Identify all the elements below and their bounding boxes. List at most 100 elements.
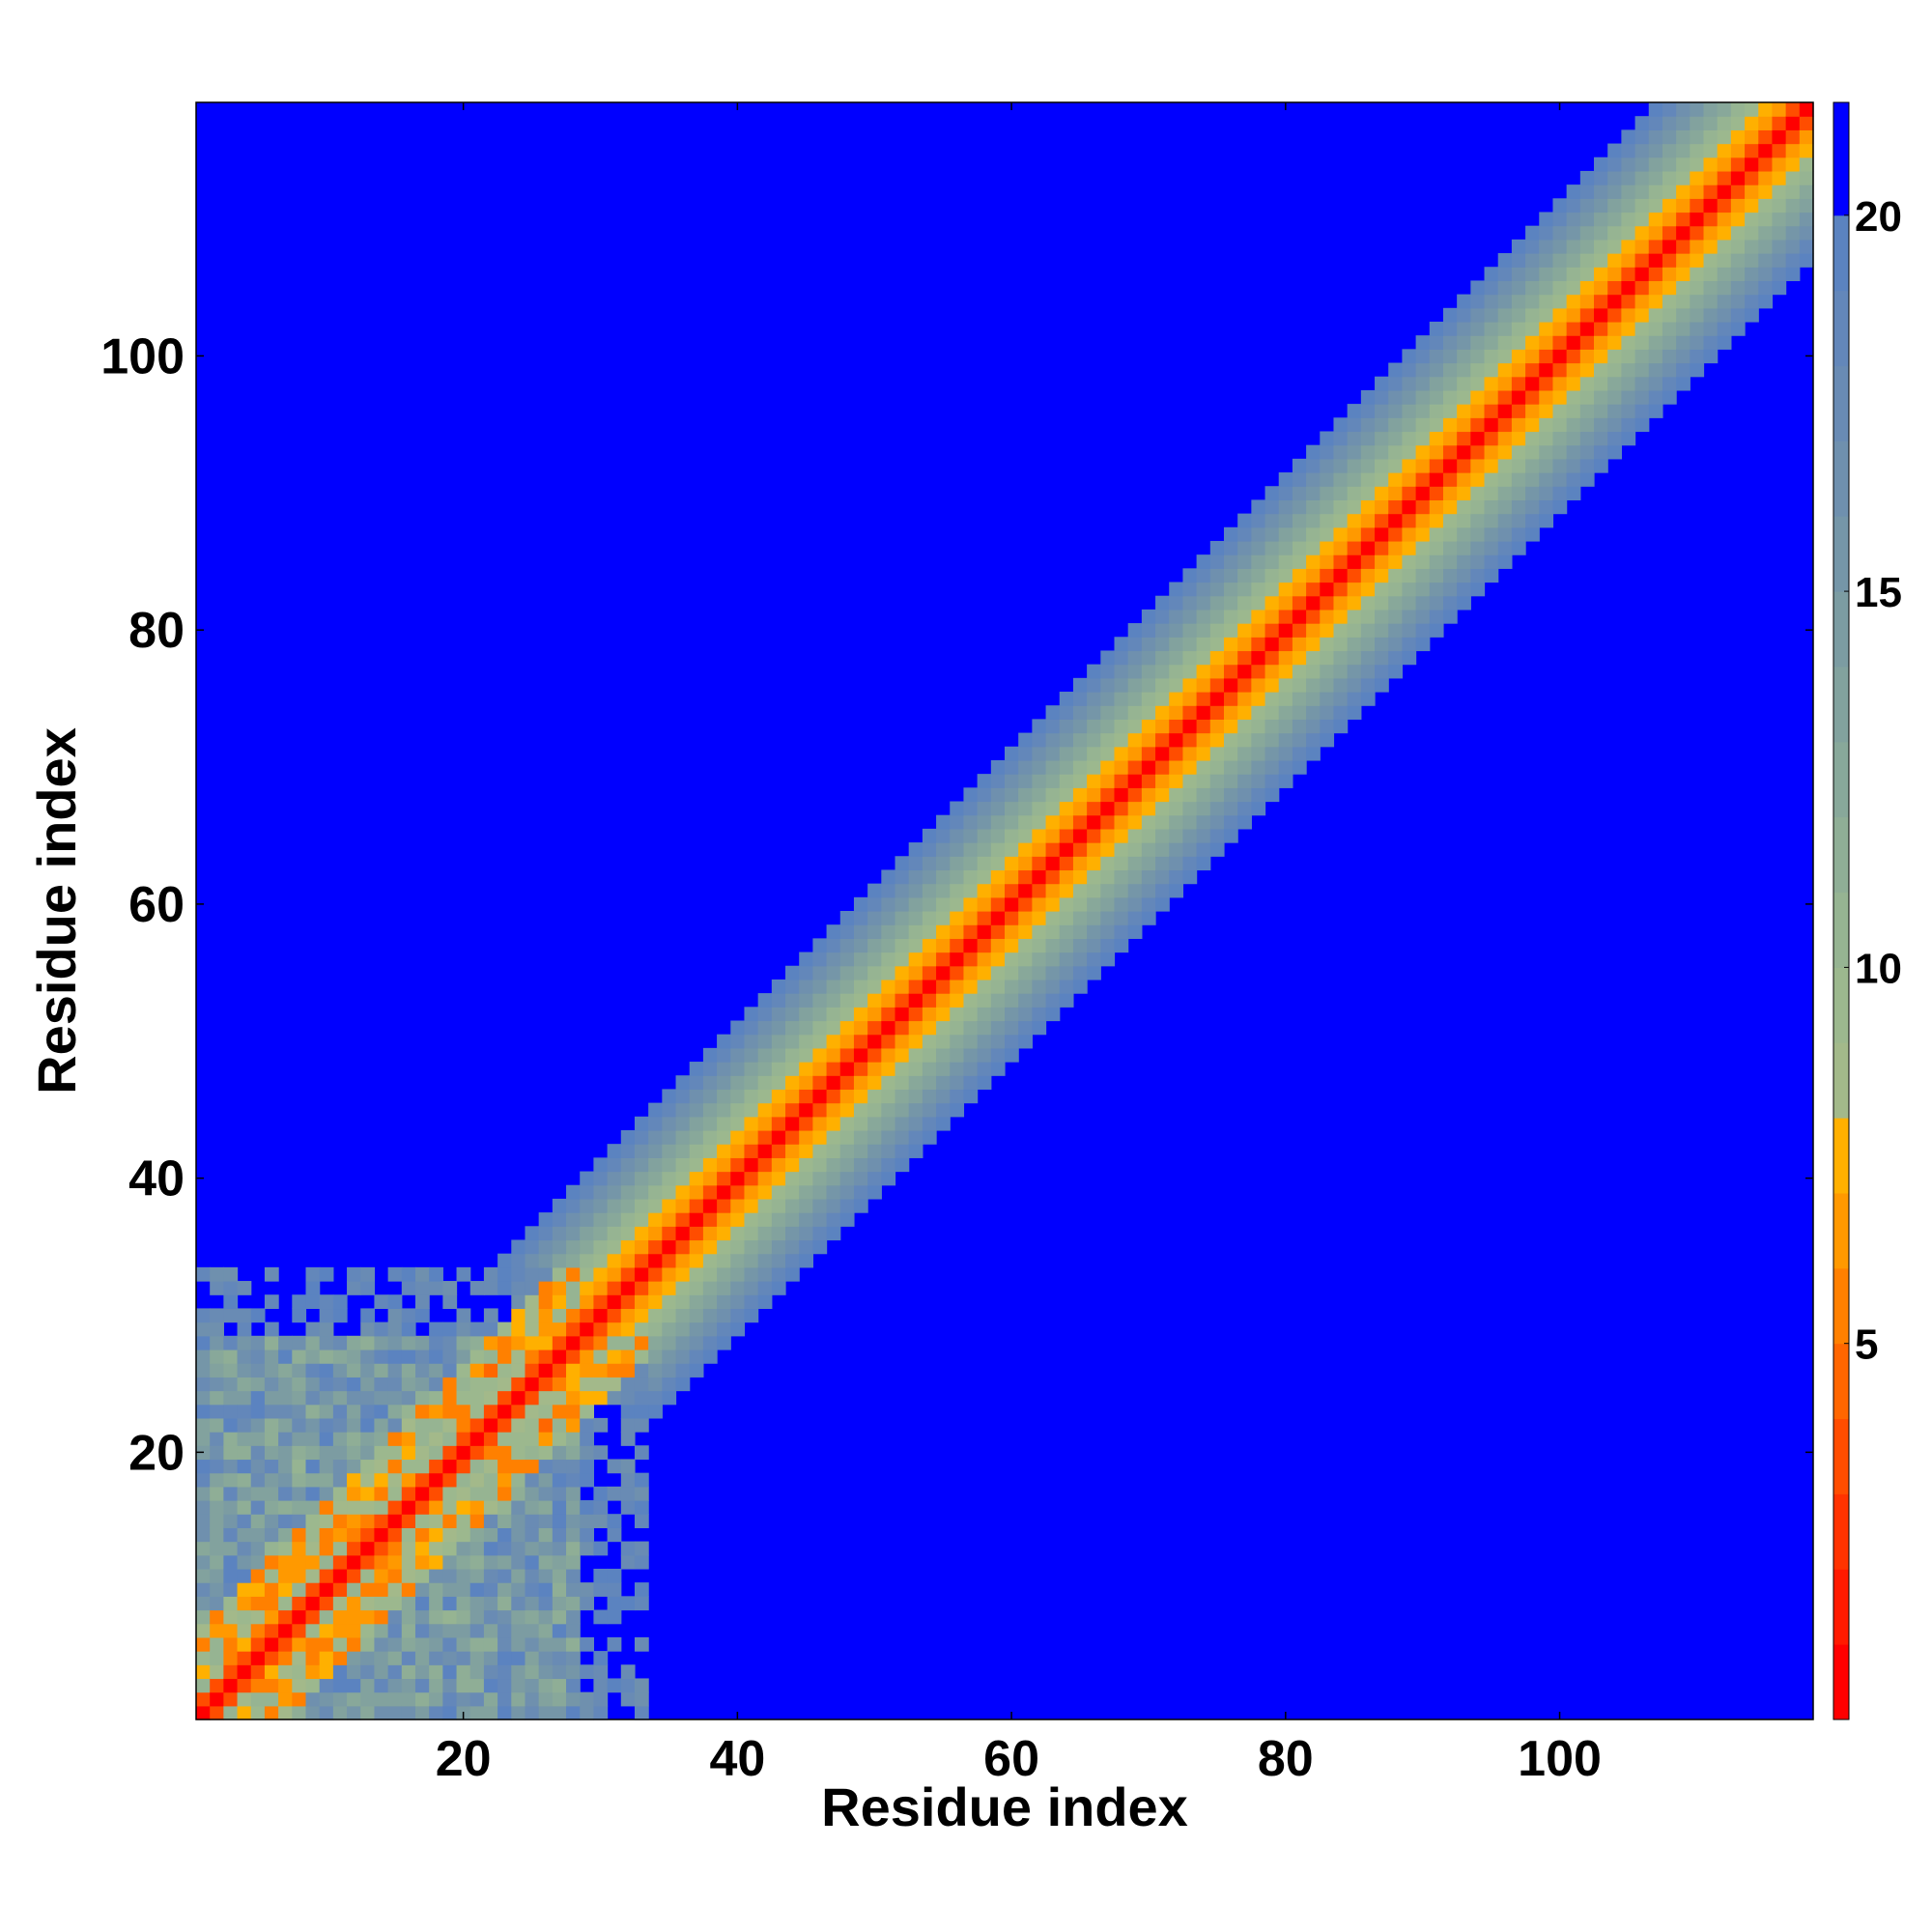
heatmap-cell bbox=[1127, 719, 1143, 734]
heatmap-cell bbox=[634, 1500, 649, 1515]
heatmap-cell bbox=[1539, 225, 1554, 241]
heatmap-cell bbox=[210, 1308, 224, 1323]
heatmap-cell bbox=[538, 1363, 554, 1378]
heatmap-cell bbox=[414, 1527, 430, 1543]
heatmap-cell bbox=[552, 1472, 567, 1488]
heatmap-cell bbox=[936, 896, 951, 912]
heatmap-cell bbox=[414, 1582, 430, 1597]
heatmap-cell bbox=[456, 1651, 471, 1665]
heatmap-cell bbox=[1100, 952, 1116, 967]
heatmap-cell bbox=[332, 1417, 348, 1433]
heatmap-cell bbox=[566, 1664, 581, 1680]
heatmap-cell bbox=[1457, 389, 1471, 405]
heatmap-cell bbox=[196, 1636, 211, 1652]
heatmap-cell bbox=[210, 1623, 224, 1638]
heatmap-cell bbox=[881, 1007, 896, 1022]
heatmap-cell bbox=[812, 993, 828, 1008]
heatmap-cell bbox=[1457, 513, 1471, 528]
heatmap-cell bbox=[757, 1034, 773, 1049]
heatmap-cell bbox=[908, 979, 923, 994]
heatmap-cell bbox=[757, 1075, 773, 1091]
heatmap-cell bbox=[1703, 280, 1719, 296]
heatmap-cell bbox=[620, 1349, 636, 1364]
heatmap-cell bbox=[1347, 540, 1362, 555]
heatmap-cell bbox=[908, 1047, 923, 1063]
heatmap-cell bbox=[867, 1062, 882, 1076]
heatmap-cell bbox=[414, 1390, 430, 1406]
heatmap-cell bbox=[853, 1020, 868, 1036]
heatmap-cell bbox=[1141, 801, 1156, 816]
heatmap-cell bbox=[387, 1321, 403, 1337]
heatmap-cell bbox=[1005, 774, 1019, 788]
heatmap-cell bbox=[1415, 417, 1431, 433]
heatmap-cell bbox=[1278, 637, 1293, 652]
heatmap-cell bbox=[730, 1239, 746, 1255]
heatmap-cell bbox=[1333, 705, 1349, 720]
heatmap-cell bbox=[387, 1377, 403, 1392]
heatmap-cell bbox=[744, 1226, 759, 1241]
heatmap-cell bbox=[566, 1239, 581, 1255]
heatmap-cell bbox=[895, 1157, 910, 1173]
heatmap-cell bbox=[634, 1514, 649, 1528]
heatmap-cell bbox=[1333, 568, 1349, 583]
heatmap-cell bbox=[744, 1253, 759, 1268]
heatmap-cell bbox=[223, 1636, 239, 1652]
heatmap-cell bbox=[1525, 225, 1540, 241]
heatmap-cell bbox=[1278, 472, 1293, 487]
heatmap-cell bbox=[1375, 499, 1389, 515]
heatmap-cell bbox=[1772, 198, 1787, 213]
heatmap-cell bbox=[278, 1554, 293, 1570]
heatmap-cell bbox=[1566, 349, 1581, 364]
heatmap-cell bbox=[1648, 321, 1663, 336]
heatmap-cell bbox=[237, 1664, 252, 1680]
heatmap-cell bbox=[950, 842, 965, 857]
heatmap-cell bbox=[702, 1198, 718, 1213]
heatmap-cell bbox=[1552, 458, 1568, 473]
heatmap-cell bbox=[648, 1294, 663, 1310]
heatmap-cell bbox=[1634, 335, 1650, 350]
heatmap-cell bbox=[1758, 253, 1774, 268]
x-tick-label: 80 bbox=[1258, 1731, 1314, 1787]
heatmap-cell bbox=[1579, 404, 1595, 418]
heatmap-cell bbox=[1333, 582, 1349, 597]
heatmap-cell bbox=[839, 1144, 855, 1158]
heatmap-cell bbox=[1278, 582, 1293, 597]
heatmap-cell bbox=[1388, 650, 1404, 666]
heatmap-cell bbox=[936, 1007, 951, 1022]
heatmap-cell bbox=[1772, 239, 1787, 254]
heatmap-cell bbox=[1634, 417, 1650, 433]
heatmap-cell bbox=[319, 1500, 334, 1515]
heatmap-cell bbox=[374, 1596, 389, 1611]
heatmap-cell bbox=[881, 1062, 896, 1076]
heatmap-cell bbox=[1045, 746, 1061, 761]
heatmap-cell bbox=[278, 1623, 293, 1638]
heatmap-cell bbox=[1169, 664, 1184, 679]
heatmap-cell bbox=[580, 1664, 595, 1680]
heatmap-cell bbox=[1320, 595, 1335, 611]
heatmap-cell bbox=[1155, 774, 1170, 788]
heatmap-cell bbox=[442, 1294, 458, 1310]
heatmap-cell bbox=[414, 1664, 430, 1680]
heatmap-cell bbox=[442, 1636, 458, 1652]
heatmap-cell bbox=[319, 1664, 334, 1680]
heatmap-cell bbox=[1621, 198, 1636, 213]
heatmap-cell bbox=[210, 1417, 224, 1433]
heatmap-cell bbox=[1511, 267, 1526, 282]
heatmap-cell bbox=[963, 814, 979, 830]
heatmap-cell bbox=[1621, 212, 1636, 227]
heatmap-cell bbox=[497, 1691, 512, 1707]
heatmap-cell bbox=[1320, 637, 1335, 652]
heatmap-cell bbox=[1511, 349, 1526, 364]
heatmap-cell bbox=[895, 1116, 910, 1131]
heatmap-cell bbox=[1141, 677, 1156, 693]
heatmap-cell bbox=[360, 1321, 376, 1337]
heatmap-cell bbox=[1360, 595, 1376, 611]
heatmap-cell bbox=[867, 1007, 882, 1022]
heatmap-cell bbox=[552, 1486, 567, 1501]
heatmap-cell bbox=[1470, 568, 1486, 583]
heatmap-cell bbox=[511, 1472, 526, 1488]
heatmap-cell bbox=[1566, 431, 1581, 446]
heatmap-cell bbox=[1306, 705, 1321, 720]
heatmap-cell bbox=[414, 1349, 430, 1364]
heatmap-cell bbox=[332, 1377, 348, 1392]
